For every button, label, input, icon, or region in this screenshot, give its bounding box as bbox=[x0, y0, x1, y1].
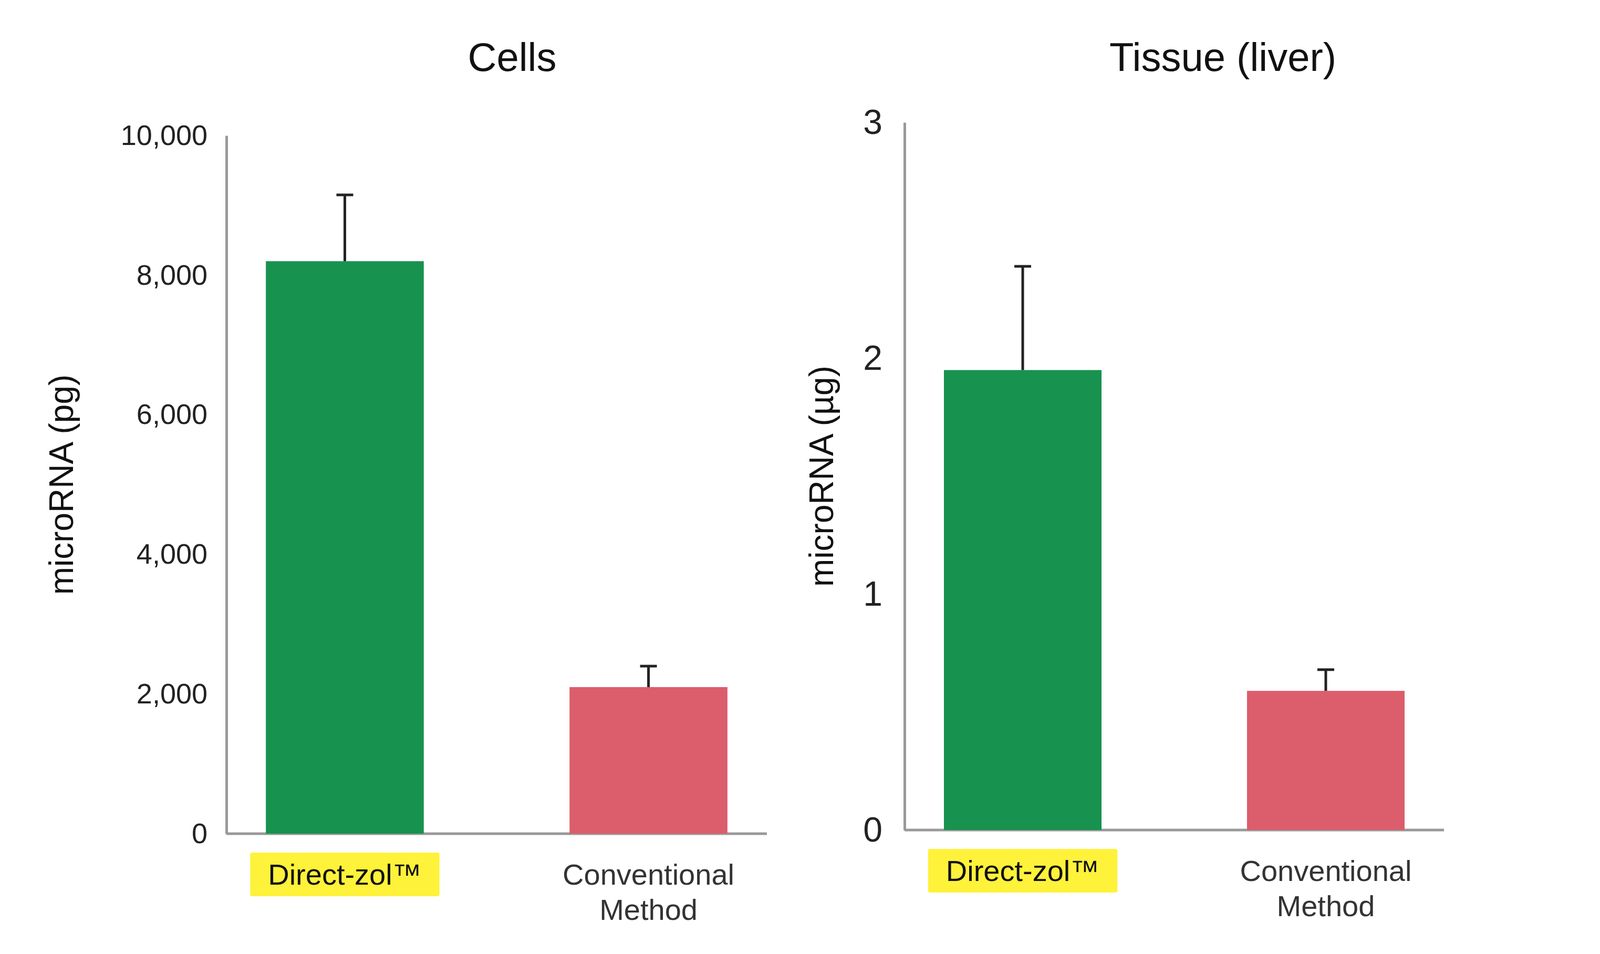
error-bar bbox=[640, 666, 658, 688]
y-tick: 3 bbox=[863, 102, 905, 142]
y-tick: 1 bbox=[863, 574, 905, 614]
y-axis-line bbox=[903, 122, 907, 831]
x-tick: Direct-zol™ bbox=[928, 848, 1118, 893]
y-tick-label: 10,000 bbox=[120, 119, 208, 151]
x-tick: ConventionalMethod bbox=[1240, 854, 1412, 923]
chart: Cells microRNA (pg) 0 2,000 4,000 6,000 8,000 1… bbox=[42, 34, 767, 927]
y-tick-label: 6,000 bbox=[136, 398, 208, 430]
y-tick: 2,000 bbox=[136, 677, 227, 710]
y-tick: 10,000 bbox=[120, 119, 227, 151]
y-tick: 0 bbox=[191, 817, 227, 849]
y-tick: 2 bbox=[863, 338, 905, 378]
chart: Tissue (liver) microRNA (µg) 0 1 2 3 Direct-zo… bbox=[802, 34, 1444, 923]
chart-title: Cells bbox=[468, 34, 557, 80]
label-highlight bbox=[928, 848, 1118, 893]
y-tick: 4,000 bbox=[136, 537, 227, 570]
y-tick-label: 0 bbox=[863, 809, 883, 849]
chart-title: Tissue (liver) bbox=[1109, 34, 1337, 80]
error-bar bbox=[1014, 266, 1032, 371]
error-bar bbox=[1317, 669, 1335, 691]
y-axis-title: microRNA (pg) bbox=[42, 374, 81, 596]
x-tick: ConventionalMethod bbox=[562, 857, 735, 927]
bar bbox=[943, 369, 1102, 830]
y-tick-label: 2 bbox=[863, 338, 883, 378]
y-tick: 0 bbox=[863, 809, 905, 849]
x-tick-label: Direct-zol™ bbox=[267, 857, 422, 891]
y-tick: 6,000 bbox=[136, 398, 227, 430]
y-tick: 8,000 bbox=[136, 258, 227, 291]
y-tick-label: 2,000 bbox=[136, 677, 208, 710]
plot-area bbox=[943, 266, 1405, 830]
y-tick-label: 0 bbox=[191, 817, 208, 849]
canvas: Cells microRNA (pg) 0 2,000 4,000 6,000 8,000 1… bbox=[0, 0, 1600, 954]
y-axis-title: microRNA (µg) bbox=[802, 365, 841, 587]
x-tick-label: ConventionalMethod bbox=[1240, 854, 1412, 923]
plot-area bbox=[265, 194, 728, 834]
y-tick-label: 4,000 bbox=[136, 537, 208, 570]
y-tick-label: 1 bbox=[863, 574, 883, 614]
x-tick-label: ConventionalMethod bbox=[562, 857, 735, 927]
error-bar bbox=[336, 194, 353, 262]
y-tick-label: 3 bbox=[863, 102, 883, 142]
label-highlight bbox=[250, 852, 440, 897]
y-tick-label: 8,000 bbox=[136, 258, 208, 291]
y-axis-line bbox=[225, 136, 228, 835]
bar bbox=[1247, 690, 1405, 830]
y-axis: 0 1 2 3 bbox=[863, 102, 905, 849]
bar bbox=[569, 687, 728, 834]
y-axis: 0 2,000 4,000 6,000 8,000 10,000 bbox=[120, 119, 227, 849]
x-tick-label: Direct-zol™ bbox=[946, 854, 1100, 888]
bar bbox=[265, 261, 424, 834]
x-tick: Direct-zol™ bbox=[250, 852, 440, 897]
